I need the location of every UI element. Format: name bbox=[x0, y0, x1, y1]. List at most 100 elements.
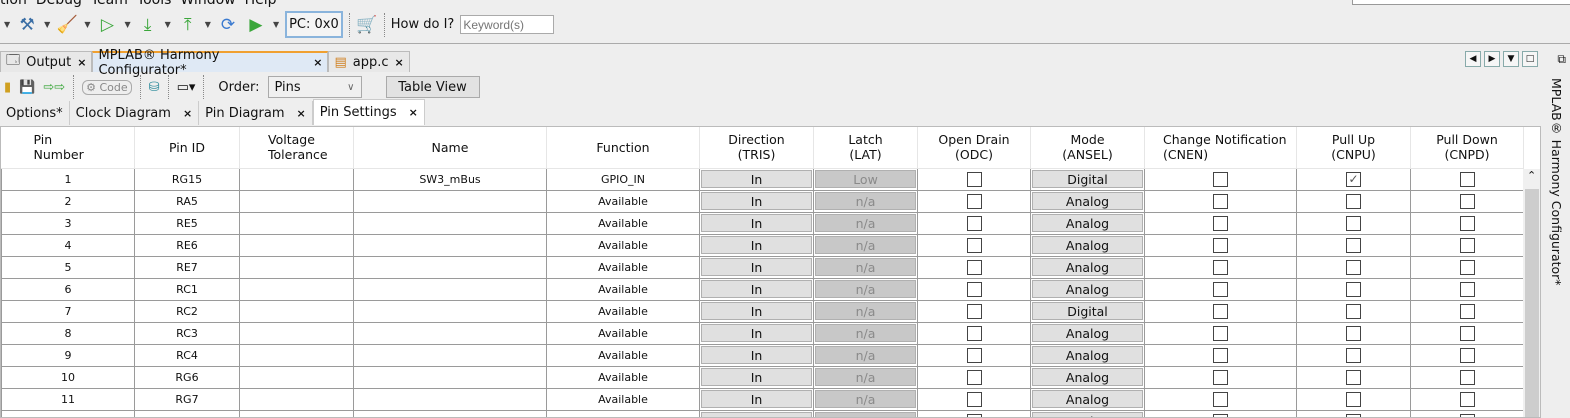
name-cell[interactable] bbox=[353, 299, 547, 323]
pull-down-checkbox[interactable] bbox=[1459, 369, 1475, 385]
tab-app-c[interactable]: ▤ app.c × bbox=[328, 51, 410, 72]
function-cell[interactable]: Available bbox=[546, 211, 700, 235]
pull-down-checkbox[interactable] bbox=[1459, 303, 1475, 319]
change-notification-checkbox[interactable] bbox=[1213, 281, 1228, 297]
table-row[interactable]: 2 RA5 Available In n/a Analog bbox=[1, 189, 1524, 213]
column-header[interactable]: Open Drain (ODC) bbox=[917, 127, 1031, 169]
dropdown-arrow-icon[interactable]: ▼ bbox=[124, 20, 131, 29]
menu-item[interactable]: tion bbox=[0, 0, 27, 8]
mode-button[interactable]: Digital bbox=[1032, 302, 1143, 320]
build-hammer-icon[interactable]: ⚒ bbox=[19, 14, 35, 35]
table-view-button[interactable]: Table View bbox=[385, 76, 480, 98]
pull-up-checkbox[interactable] bbox=[1346, 413, 1361, 417]
dropdown-arrow-icon[interactable]: ▼ bbox=[44, 20, 51, 29]
menu-item[interactable]: Tools bbox=[136, 0, 172, 8]
scroll-up-icon[interactable]: ⌃ bbox=[1527, 169, 1537, 182]
mode-button[interactable]: Analog bbox=[1032, 280, 1143, 298]
mode-button[interactable]: Analog bbox=[1032, 214, 1143, 232]
tab-pin-diagram[interactable]: Pin Diagram × bbox=[199, 101, 313, 125]
function-cell[interactable]: Available bbox=[546, 233, 700, 257]
direction-button[interactable]: In bbox=[701, 324, 812, 342]
table-row[interactable]: 9 RC4 Available In n/a Analog bbox=[1, 343, 1524, 367]
function-cell[interactable]: Available bbox=[546, 365, 700, 389]
show-list-icon[interactable]: ▼ bbox=[1503, 51, 1519, 67]
close-icon[interactable]: × bbox=[296, 106, 306, 120]
mode-button[interactable]: Analog bbox=[1032, 192, 1143, 210]
read-device-icon[interactable]: ⤒ bbox=[184, 14, 192, 35]
change-notification-checkbox[interactable] bbox=[1213, 303, 1228, 319]
direction-button[interactable]: In bbox=[701, 170, 812, 188]
pull-down-checkbox[interactable] bbox=[1459, 281, 1475, 297]
table-row[interactable]: 3 RE5 Available In n/a Analog bbox=[1, 211, 1524, 235]
maximize-icon[interactable]: □ bbox=[1522, 51, 1538, 67]
mode-button[interactable]: Analog bbox=[1032, 346, 1143, 364]
dropdown-arrow-icon[interactable]: ▼ bbox=[204, 20, 211, 29]
direction-button[interactable]: In bbox=[701, 214, 812, 232]
function-cell[interactable]: Available bbox=[546, 387, 700, 411]
open-drain-checkbox[interactable] bbox=[966, 369, 982, 385]
tab-pin-settings[interactable]: Pin Settings × bbox=[312, 99, 425, 125]
direction-button[interactable]: In bbox=[701, 302, 812, 320]
scroll-right-icon[interactable]: ▶ bbox=[1484, 51, 1500, 67]
debug-icon[interactable]: ▶ bbox=[249, 14, 263, 35]
change-notification-checkbox[interactable] bbox=[1213, 347, 1228, 363]
scrollbar-thumb[interactable] bbox=[1525, 189, 1539, 417]
function-cell[interactable]: Available bbox=[546, 343, 700, 367]
change-notification-checkbox[interactable] bbox=[1213, 325, 1228, 341]
mode-button[interactable]: Analog bbox=[1032, 324, 1143, 342]
pull-down-checkbox[interactable] bbox=[1459, 325, 1475, 341]
cart-icon[interactable]: 🛒 bbox=[356, 14, 378, 35]
pull-down-checkbox[interactable] bbox=[1459, 237, 1475, 253]
pull-up-checkbox[interactable] bbox=[1346, 303, 1361, 319]
direction-button[interactable]: In bbox=[701, 236, 812, 254]
open-drain-checkbox[interactable] bbox=[966, 259, 982, 275]
order-select[interactable]: Pins ∨ bbox=[267, 76, 362, 98]
close-icon[interactable]: × bbox=[313, 56, 323, 69]
name-cell[interactable] bbox=[353, 343, 547, 367]
program-device-icon[interactable]: ⤓ bbox=[143, 14, 152, 35]
change-notification-checkbox[interactable] bbox=[1213, 215, 1228, 231]
ide-search-box[interactable] bbox=[1352, 0, 1570, 5]
open-drain-checkbox[interactable] bbox=[966, 347, 982, 363]
name-cell[interactable]: SW3_mBus bbox=[353, 167, 547, 191]
menu-item[interactable]: Team bbox=[90, 0, 128, 8]
pull-up-checkbox[interactable] bbox=[1346, 215, 1361, 231]
change-notification-checkbox[interactable] bbox=[1213, 413, 1228, 417]
column-header[interactable]: Voltage Tolerance bbox=[239, 127, 354, 169]
name-cell[interactable] bbox=[353, 255, 547, 279]
pull-down-checkbox[interactable] bbox=[1459, 193, 1475, 209]
column-header[interactable]: Pin ID bbox=[134, 127, 240, 169]
table-row[interactable]: 4 RE6 Available In n/a Analog bbox=[1, 233, 1524, 257]
name-cell[interactable] bbox=[353, 189, 547, 213]
table-row[interactable]: 7 RC2 Available In n/a Digital bbox=[1, 299, 1524, 323]
direction-button[interactable]: In bbox=[701, 192, 812, 210]
direction-button[interactable]: In bbox=[701, 258, 812, 276]
open-drain-checkbox[interactable] bbox=[966, 413, 982, 417]
mode-button[interactable]: Analog bbox=[1032, 390, 1143, 408]
close-icon[interactable]: × bbox=[394, 55, 404, 69]
open-drain-checkbox[interactable] bbox=[966, 281, 982, 297]
pull-down-checkbox[interactable] bbox=[1459, 171, 1475, 187]
menu-item[interactable]: Window bbox=[180, 0, 236, 8]
table-row[interactable]: 1 RG15 SW3_mBus GPIO_IN In Low Digital ✓ bbox=[1, 167, 1524, 191]
dropdown-arrow-icon[interactable]: ▼ bbox=[4, 20, 11, 29]
open-drain-checkbox[interactable] bbox=[966, 215, 982, 231]
pull-up-checkbox[interactable] bbox=[1346, 391, 1361, 407]
name-cell[interactable] bbox=[353, 365, 547, 389]
direction-button[interactable]: In bbox=[701, 280, 812, 298]
open-drain-checkbox[interactable] bbox=[966, 303, 982, 319]
table-row[interactable]: 8 RC3 Available In n/a Analog bbox=[1, 321, 1524, 345]
open-icon[interactable]: ▮ bbox=[4, 79, 12, 95]
name-cell[interactable] bbox=[353, 321, 547, 345]
direction-button[interactable]: In bbox=[701, 390, 812, 408]
open-drain-checkbox[interactable] bbox=[966, 193, 982, 209]
direction-button[interactable]: In bbox=[701, 412, 812, 417]
name-cell[interactable] bbox=[353, 277, 547, 301]
tab-clock-diagram[interactable]: Clock Diagram × bbox=[70, 101, 200, 125]
close-icon[interactable]: × bbox=[182, 106, 193, 120]
column-header[interactable]: Pull Up (CNPU) bbox=[1296, 127, 1411, 169]
run-icon[interactable]: ▷ bbox=[100, 14, 114, 35]
pull-down-checkbox[interactable] bbox=[1459, 413, 1475, 417]
function-cell[interactable]: Available bbox=[546, 321, 700, 345]
